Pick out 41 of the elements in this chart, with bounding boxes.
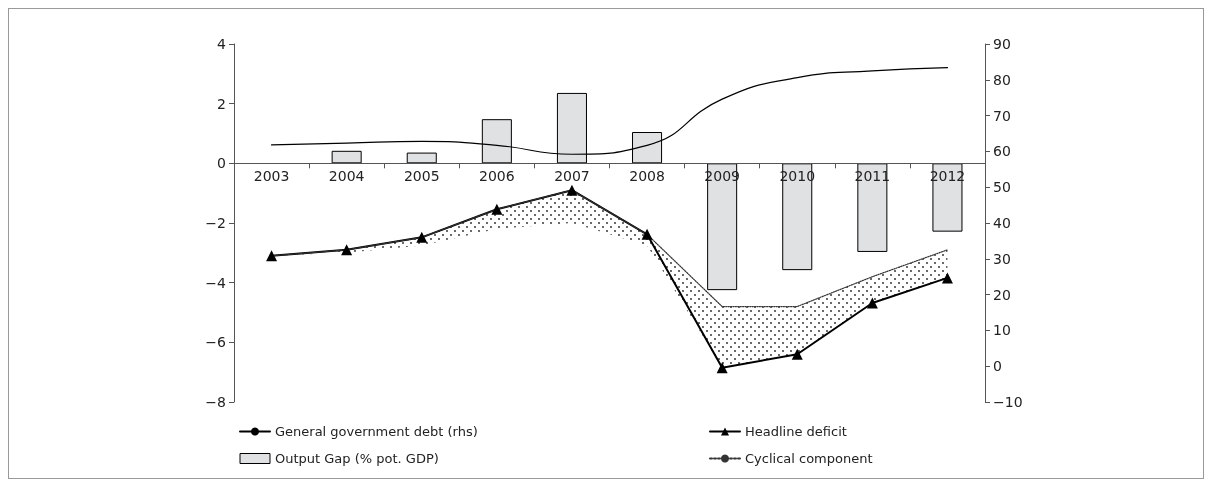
y2-tick-label: 0 bbox=[993, 358, 1002, 375]
point bbox=[866, 297, 878, 309]
point bbox=[566, 184, 578, 196]
point bbox=[941, 272, 953, 284]
point bbox=[716, 362, 728, 374]
y-tick-label: 0 bbox=[217, 155, 226, 172]
point bbox=[266, 250, 278, 262]
y-tick-label: −2 bbox=[205, 215, 226, 231]
y2-tick-label: 10 bbox=[993, 322, 1011, 339]
legend-label: Output Gap (% pot. GDP) bbox=[275, 451, 439, 466]
y2-tick-label: 40 bbox=[993, 215, 1011, 231]
y2-tick-label: 70 bbox=[993, 107, 1011, 124]
x-tick-label: 2006 bbox=[479, 168, 515, 185]
y-tick-label: 2 bbox=[217, 95, 226, 112]
y-tick-label: 4 bbox=[217, 36, 227, 52]
bar bbox=[707, 163, 738, 291]
bar bbox=[406, 152, 437, 164]
y2-tick-label: −10 bbox=[993, 394, 1023, 410]
y2-tick-label: 80 bbox=[993, 71, 1011, 88]
y2-tick-label: 30 bbox=[993, 250, 1011, 267]
point bbox=[791, 348, 803, 360]
y-tick-label: −4 bbox=[205, 274, 227, 291]
y-tick-label: −8 bbox=[205, 394, 226, 410]
legend-label: Headline deficit bbox=[745, 424, 847, 439]
x-tick-label: 2005 bbox=[403, 168, 440, 185]
y2-tick-label: 90 bbox=[993, 36, 1011, 52]
point bbox=[341, 244, 353, 256]
x-tick-label: 2003 bbox=[253, 168, 290, 185]
point bbox=[416, 231, 428, 243]
y-tick-label: −6 bbox=[205, 334, 227, 351]
x-tick-label: 2007 bbox=[554, 168, 590, 185]
legend-label: Cyclical component bbox=[745, 451, 873, 466]
x-tick-label: 2004 bbox=[328, 168, 365, 185]
point bbox=[641, 228, 653, 240]
x-tick-label: 2008 bbox=[629, 168, 665, 185]
legend-label: General government debt (rhs) bbox=[275, 424, 478, 439]
bar bbox=[331, 150, 362, 164]
y2-tick-label: 60 bbox=[993, 143, 1011, 160]
y2-tick-label: 20 bbox=[993, 286, 1011, 303]
y2-tick-label: 50 bbox=[993, 179, 1011, 196]
point bbox=[491, 203, 503, 215]
